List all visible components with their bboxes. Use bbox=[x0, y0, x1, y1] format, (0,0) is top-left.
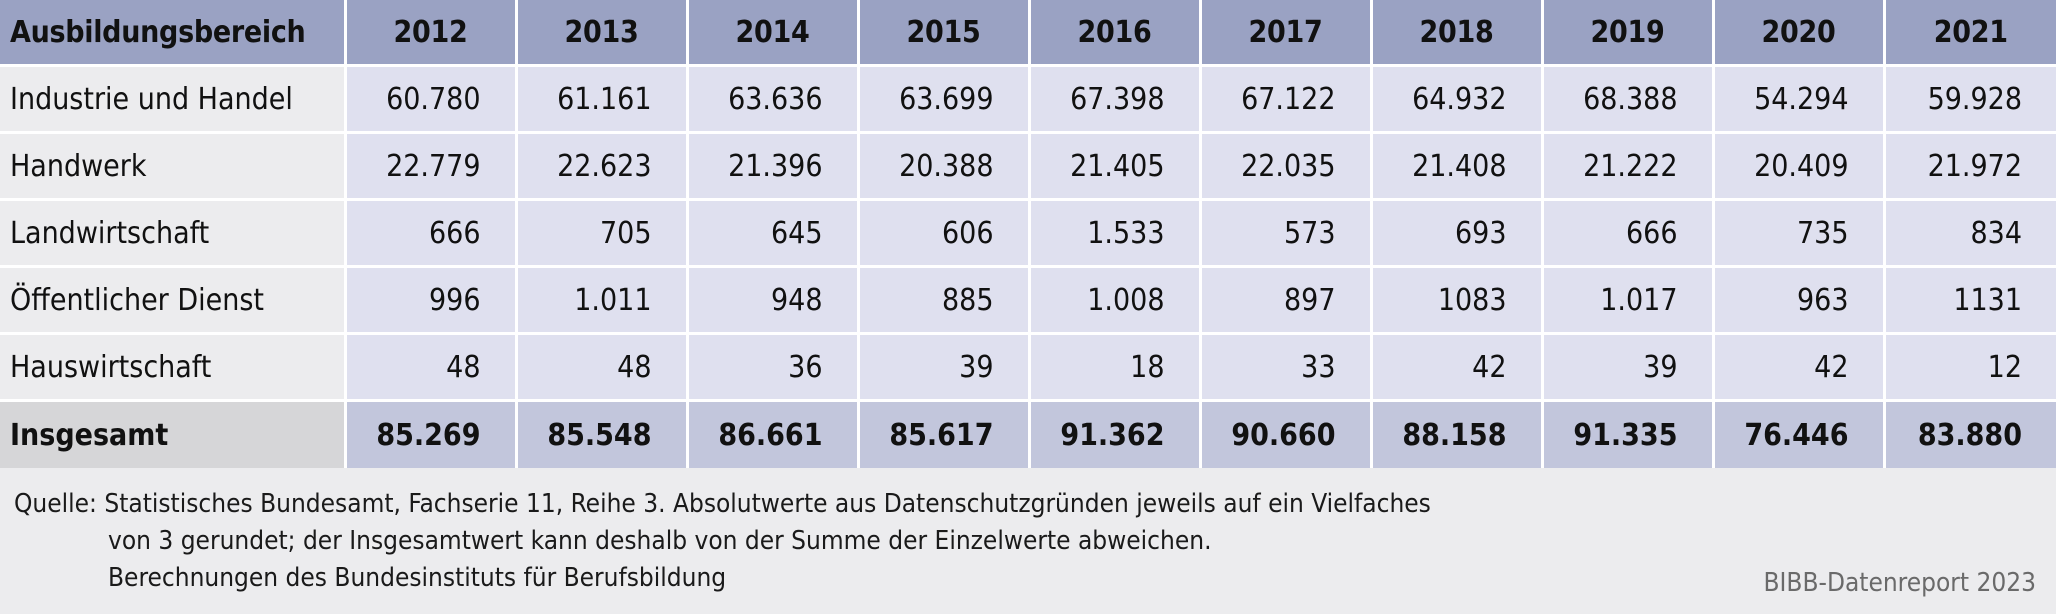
table-cell: 705 bbox=[516, 199, 689, 268]
table-cell: 48 bbox=[345, 333, 518, 402]
year-header: 2016 bbox=[1029, 0, 1202, 67]
table-cell: 834 bbox=[1884, 199, 2056, 268]
table-row: Handwerk 22.779 22.623 21.396 20.388 21.… bbox=[0, 132, 2056, 201]
table-cell: 18 bbox=[1029, 333, 1202, 402]
table-row: Hauswirtschaft 48 48 36 39 18 33 42 39 4… bbox=[0, 333, 2056, 402]
table-cell: 60.780 bbox=[345, 65, 518, 134]
total-label: Insgesamt bbox=[0, 400, 347, 468]
table-cell: 59.928 bbox=[1884, 65, 2056, 134]
table-cell: 666 bbox=[1542, 199, 1715, 268]
table-cell: 22.623 bbox=[516, 132, 689, 201]
table-cell: 21.396 bbox=[687, 132, 860, 201]
table-cell: 39 bbox=[858, 333, 1031, 402]
total-cell: 83.880 bbox=[1884, 400, 2056, 468]
table-cell: 64.932 bbox=[1371, 65, 1544, 134]
table-cell: 42 bbox=[1713, 333, 1886, 402]
year-header: 2014 bbox=[687, 0, 860, 67]
table-row: Öffentlicher Dienst 996 1.011 948 885 1.… bbox=[0, 266, 2056, 335]
table-cell: 63.636 bbox=[687, 65, 860, 134]
total-cell: 85.548 bbox=[516, 400, 689, 468]
source-line: Berechnungen des Bundesinstituts für Ber… bbox=[108, 563, 727, 593]
year-header: 2019 bbox=[1542, 0, 1715, 67]
year-header: 2017 bbox=[1200, 0, 1373, 67]
row-label: Industrie und Handel bbox=[0, 65, 347, 134]
table-cell: 33 bbox=[1200, 333, 1373, 402]
row-label: Hauswirtschaft bbox=[0, 333, 347, 402]
table-cell: 963 bbox=[1713, 266, 1886, 335]
table-cell: 63.699 bbox=[858, 65, 1031, 134]
year-header: 2018 bbox=[1371, 0, 1544, 67]
source-note: Quelle: Statistisches Bundesamt, Fachser… bbox=[14, 486, 1431, 597]
table-row: Industrie und Handel 60.780 61.161 63.63… bbox=[0, 65, 2056, 134]
table-cell: 606 bbox=[858, 199, 1031, 268]
year-header: 2021 bbox=[1884, 0, 2056, 67]
total-row: Insgesamt 85.269 85.548 86.661 85.617 91… bbox=[0, 400, 2056, 468]
year-header: 2012 bbox=[345, 0, 518, 67]
total-cell: 91.335 bbox=[1542, 400, 1715, 468]
table-cell: 645 bbox=[687, 199, 860, 268]
source-line: von 3 gerundet; der Insgesamtwert kann d… bbox=[108, 526, 1212, 556]
total-cell: 76.446 bbox=[1713, 400, 1886, 468]
table-cell: 67.398 bbox=[1029, 65, 1202, 134]
table-cell: 12 bbox=[1884, 333, 2056, 402]
table-cell: 20.388 bbox=[858, 132, 1031, 201]
total-cell: 85.617 bbox=[858, 400, 1031, 468]
table-row: Landwirtschaft 666 705 645 606 1.533 573… bbox=[0, 199, 2056, 268]
row-label: Öffentlicher Dienst bbox=[0, 266, 347, 335]
table-cell: 996 bbox=[345, 266, 518, 335]
table-cell: 42 bbox=[1371, 333, 1544, 402]
table-cell: 693 bbox=[1371, 199, 1544, 268]
table-cell: 21.408 bbox=[1371, 132, 1544, 201]
header-label: Ausbildungsbereich bbox=[0, 0, 347, 67]
table-cell: 21.972 bbox=[1884, 132, 2056, 201]
table-cell: 666 bbox=[345, 199, 518, 268]
table-cell: 1.011 bbox=[516, 266, 689, 335]
year-header: 2015 bbox=[858, 0, 1031, 67]
table-cell: 22.035 bbox=[1200, 132, 1373, 201]
table-cell: 897 bbox=[1200, 266, 1373, 335]
table-cell: 885 bbox=[858, 266, 1031, 335]
total-cell: 86.661 bbox=[687, 400, 860, 468]
row-label: Handwerk bbox=[0, 132, 347, 201]
table-cell: 948 bbox=[687, 266, 860, 335]
table-cell: 21.222 bbox=[1542, 132, 1715, 201]
total-cell: 85.269 bbox=[345, 400, 518, 468]
table-cell: 68.388 bbox=[1542, 65, 1715, 134]
table-cell: 1.017 bbox=[1542, 266, 1715, 335]
total-cell: 90.660 bbox=[1200, 400, 1373, 468]
year-header: 2013 bbox=[516, 0, 689, 67]
table-cell: 20.409 bbox=[1713, 132, 1886, 201]
table-cell: 54.294 bbox=[1713, 65, 1886, 134]
table-cell: 1083 bbox=[1371, 266, 1544, 335]
header-row: Ausbildungsbereich 2012 2013 2014 2015 2… bbox=[0, 0, 2056, 67]
table-cell: 573 bbox=[1200, 199, 1373, 268]
table-cell: 1131 bbox=[1884, 266, 2056, 335]
table-cell: 735 bbox=[1713, 199, 1886, 268]
table-cell: 22.779 bbox=[345, 132, 518, 201]
total-cell: 88.158 bbox=[1371, 400, 1544, 468]
table-cell: 1.533 bbox=[1029, 199, 1202, 268]
table-cell: 1.008 bbox=[1029, 266, 1202, 335]
data-table: Ausbildungsbereich 2012 2013 2014 2015 2… bbox=[0, 0, 2056, 468]
total-cell: 91.362 bbox=[1029, 400, 1202, 468]
table-cell: 39 bbox=[1542, 333, 1715, 402]
row-label: Landwirtschaft bbox=[0, 199, 347, 268]
table-cell: 67.122 bbox=[1200, 65, 1373, 134]
report-brand: BIBB-Datenreport 2023 bbox=[1763, 568, 2036, 598]
source-line: Quelle: Statistisches Bundesamt, Fachser… bbox=[14, 489, 1431, 519]
year-header: 2020 bbox=[1713, 0, 1886, 67]
table-cell: 21.405 bbox=[1029, 132, 1202, 201]
table-cell: 61.161 bbox=[516, 65, 689, 134]
table-cell: 36 bbox=[687, 333, 860, 402]
table-cell: 48 bbox=[516, 333, 689, 402]
